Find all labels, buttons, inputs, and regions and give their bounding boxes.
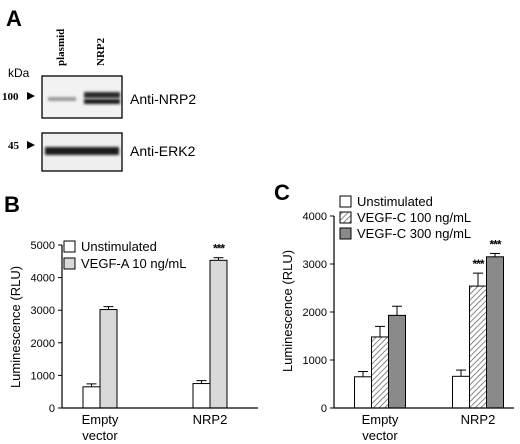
chart-b-ytick-label-5: 5000 <box>31 240 55 252</box>
antibody-label-erk2: Anti-ERK2 <box>130 143 196 159</box>
chart-c-bars: *** *** <box>354 237 504 409</box>
chart-c-significance-0: *** <box>472 257 484 271</box>
panel-c-chart: C Luminescence (RLU) 0 1000 2000 3000 4000 *… <box>274 180 514 443</box>
chart-c-category-label-1: NRP2 <box>461 412 496 427</box>
chart-b-bar-s0-c0 <box>82 386 101 409</box>
chart-c-ylabel: Luminescence (RLU) <box>280 250 295 372</box>
chart-b-bar-s0-c1 <box>192 383 211 409</box>
chart-c-bar-s0-c0 <box>354 376 372 409</box>
chart-b-ytick-label-0: 0 <box>49 403 55 415</box>
chart-c-bar-s1-c0 <box>371 336 389 409</box>
antibody-label-nrp2: Anti-NRP2 <box>130 91 196 107</box>
lane-label-nrp2: NRP2 <box>95 37 107 66</box>
chart-c-category-label-0: Empty vector <box>362 412 399 443</box>
marker-arrow-45 <box>27 141 35 149</box>
marker-arrow-100 <box>27 92 35 100</box>
chart-b-ytick-label-1: 1000 <box>31 370 55 382</box>
chart-b-legend: Unstimulated VEGF-A 10 ng/mL <box>63 239 187 271</box>
chart-b-ytick-label-2: 2000 <box>31 338 55 350</box>
chart-c-bar-s2-c1 <box>486 256 504 409</box>
chart-c-yticks: 0 1000 2000 3000 4000 <box>303 211 334 415</box>
kda-label: kDa <box>8 66 30 80</box>
chart-b-categories: Empty vector NRP2 <box>82 412 228 443</box>
panel-b-letter: B <box>4 192 20 217</box>
chart-b-ylabel: Luminescence (RLU) <box>8 266 23 388</box>
chart-c-axes <box>333 216 514 409</box>
blot-band-nrp2-upper <box>84 92 120 98</box>
chart-b-axes <box>61 245 258 409</box>
lane-label-plasmid: plasmid <box>55 29 67 66</box>
chart-c-categories: Empty vector NRP2 <box>362 412 496 443</box>
panel-a: A plasmid NRP2 kDa 100 Anti-NRP2 45 Anti… <box>2 6 196 172</box>
chart-b-legend-swatch-1 <box>63 257 76 270</box>
chart-c-legend-label-1: VEGF-C 100 ng/mL <box>357 210 471 225</box>
chart-b-category-label-0: Empty vector <box>82 412 119 443</box>
panel-a-letter: A <box>6 6 22 31</box>
chart-b-ytick-label-3: 3000 <box>31 305 55 317</box>
blot-band-plasmid-nrp2 <box>48 97 76 101</box>
chart-b-legend-label-0: Unstimulated <box>81 239 157 254</box>
chart-c-significance-1: *** <box>489 237 501 251</box>
chart-c-legend-swatch-1 <box>339 211 352 224</box>
marker-100: 100 <box>2 91 19 103</box>
marker-45: 45 <box>8 140 20 152</box>
chart-b-significance-0: *** <box>213 242 225 256</box>
chart-b-bars: *** <box>82 242 228 409</box>
chart-c-legend-label-2: VEGF-C 300 ng/mL <box>357 226 471 241</box>
chart-b-ytick-label-4: 4000 <box>31 273 55 285</box>
chart-c-legend-swatch-2 <box>339 227 352 240</box>
chart-b-category-label-1: NRP2 <box>193 412 228 427</box>
blot-band-erk2 <box>45 147 119 155</box>
chart-b-legend-label-1: VEGF-A 10 ng/mL <box>81 256 187 271</box>
chart-c-ytick-label-0: 0 <box>321 403 327 415</box>
chart-c-ytick-label-4: 4000 <box>303 211 327 223</box>
chart-b-bar-s1-c1 <box>209 259 228 409</box>
panel-b-chart: B Luminescence (RLU) 0 1000 2000 3000 4000 50… <box>4 192 258 443</box>
chart-c-ytick-label-3: 3000 <box>303 259 327 271</box>
chart-c-bar-s0-c1 <box>452 375 470 409</box>
panel-c-letter: C <box>274 180 290 205</box>
chart-c-ytick-label-1: 1000 <box>303 355 327 367</box>
chart-c-legend-swatch-0 <box>339 195 352 208</box>
chart-c-bar-s1-c1 <box>469 285 487 409</box>
chart-c-bar-s2-c0 <box>388 314 406 409</box>
chart-b-yticks: 0 1000 2000 3000 4000 5000 <box>31 240 62 415</box>
chart-c-ytick-label-2: 2000 <box>303 307 327 319</box>
chart-c-legend-label-0: Unstimulated <box>357 194 433 209</box>
blot-band-nrp2-lower <box>84 99 120 104</box>
chart-b-legend-swatch-0 <box>63 240 76 253</box>
chart-b-bar-s1-c0 <box>99 309 118 409</box>
